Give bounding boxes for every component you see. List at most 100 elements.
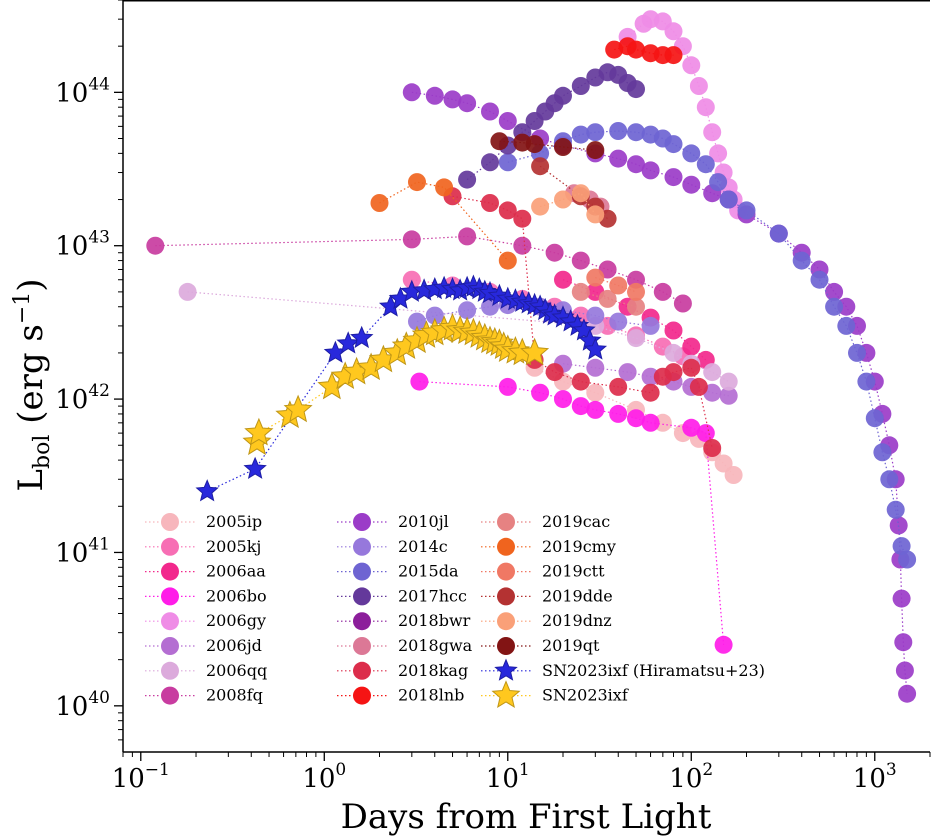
legend-label: 2019cac <box>542 512 610 531</box>
legend-entry: 2006jd <box>145 636 262 655</box>
legend-marker <box>161 686 179 705</box>
data-point-star <box>283 394 313 423</box>
legend-entry: 2008fq <box>145 686 263 705</box>
x-tick-base: 10 <box>669 764 702 794</box>
data-point <box>571 251 590 270</box>
data-point <box>664 135 683 154</box>
series-11 <box>458 63 645 189</box>
legend-marker <box>161 661 179 680</box>
series-line <box>379 181 509 261</box>
y-axis-title-close: ) <box>11 278 51 291</box>
data-point <box>545 243 564 262</box>
data-point <box>498 153 517 172</box>
legend-label: 2018lnb <box>398 686 464 705</box>
data-point <box>525 135 544 154</box>
y-tick-label: 1040 <box>55 688 110 722</box>
series-20 <box>531 184 605 224</box>
data-point <box>571 77 590 95</box>
data-point <box>498 112 517 130</box>
x-axis-title: Days from First Light <box>341 797 712 837</box>
legend-marker <box>353 587 371 606</box>
legend-label: 2018gwa <box>398 636 473 655</box>
data-point <box>892 589 911 608</box>
x-tick-exponent: 3 <box>886 760 897 780</box>
x-tick-exponent: 0 <box>335 760 346 780</box>
data-point <box>609 377 628 396</box>
series-line <box>580 291 637 308</box>
data-point <box>609 404 628 423</box>
data-point <box>709 173 728 192</box>
legend-label: 2018bwr <box>398 611 471 630</box>
legend-label: 2006jd <box>206 636 262 655</box>
data-point <box>586 123 605 142</box>
data-point <box>664 46 683 65</box>
y-tick-base: 10 <box>55 385 88 415</box>
data-point <box>627 80 645 99</box>
legend-label: 2006gy <box>206 611 266 630</box>
legend-label: 2017hcc <box>398 586 467 605</box>
legend-label: 2006qq <box>206 661 267 680</box>
data-point <box>609 149 628 168</box>
legend-entry: 2005ip <box>145 512 262 531</box>
legend-label: 2005kj <box>206 537 261 556</box>
data-point <box>425 306 444 325</box>
legend-label: 2010jl <box>398 512 449 531</box>
data-point <box>873 443 892 462</box>
data-point <box>513 236 532 255</box>
data-point <box>664 168 683 187</box>
legend-entry: 2014c <box>337 537 448 556</box>
y-tick-exponent: 44 <box>88 74 110 94</box>
data-point-star <box>350 325 374 349</box>
data-point <box>554 270 572 289</box>
legend-entry: 2006qq <box>145 661 267 680</box>
legend-entry: 2017hcc <box>337 586 467 606</box>
data-point <box>513 209 532 228</box>
series-line <box>539 192 596 215</box>
legend-marker <box>353 537 371 556</box>
legend-entry: 2019cmy <box>481 537 616 556</box>
data-point <box>490 132 509 151</box>
data-point <box>641 413 660 432</box>
y-tick-exponent: 40 <box>88 688 110 708</box>
series-layer <box>146 10 917 703</box>
data-point-star <box>243 456 267 479</box>
x-tick-exponent: 2 <box>702 760 713 780</box>
data-point <box>724 466 743 484</box>
y-tick-base: 10 <box>55 78 88 108</box>
data-point-star <box>336 331 360 354</box>
data-point <box>895 661 914 680</box>
legend-label: 2019dnz <box>542 611 612 630</box>
series-3 <box>410 372 733 654</box>
data-point <box>146 236 165 255</box>
y-axis-title-subscript: bol <box>30 435 55 469</box>
data-point <box>410 372 429 391</box>
data-point <box>810 270 829 289</box>
y-tick-base: 10 <box>55 692 88 722</box>
legend-entry: 2006aa <box>145 562 266 581</box>
data-point <box>571 282 590 301</box>
data-point <box>703 439 722 457</box>
data-point <box>886 500 905 519</box>
series-21 <box>490 132 605 160</box>
x-tick-label: 100 <box>302 760 346 794</box>
data-point <box>696 155 715 174</box>
data-point-star <box>195 479 219 502</box>
y-axis-title-units: (erg s <box>11 324 51 434</box>
data-point <box>554 190 572 209</box>
legend-label: 2019qt <box>542 636 600 655</box>
data-point <box>498 377 517 396</box>
legend-entry: 2005kj <box>145 537 261 556</box>
x-tick-exponent: 1 <box>519 760 530 780</box>
data-point <box>458 94 477 113</box>
data-point <box>682 418 701 437</box>
legend-entry: 2006bo <box>145 586 267 606</box>
data-point <box>554 86 572 105</box>
y-tick-exponent: 41 <box>88 534 110 554</box>
x-tick-base: 10 <box>112 764 145 794</box>
data-point <box>682 337 701 356</box>
legend-label: 2019dde <box>542 586 613 605</box>
legend-label: 2006aa <box>206 562 266 581</box>
data-point <box>825 297 844 316</box>
legend-entry: 2010jl <box>337 512 449 531</box>
legend-marker <box>161 562 179 581</box>
